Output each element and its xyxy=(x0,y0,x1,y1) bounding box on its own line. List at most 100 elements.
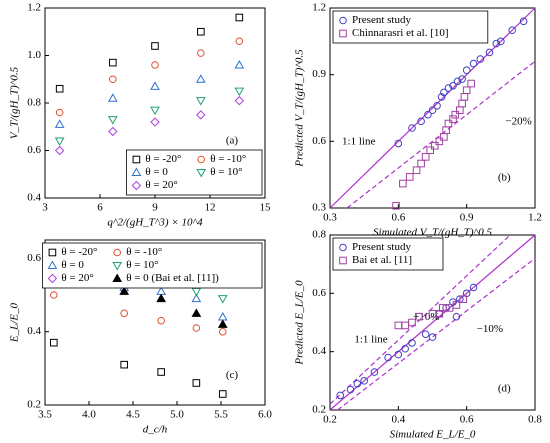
legend-label: θ = 20° xyxy=(145,179,177,191)
x-tick-label: 0.4 xyxy=(391,414,405,426)
marker xyxy=(150,81,160,90)
x-tick-label: 4.0 xyxy=(82,409,96,421)
marker xyxy=(458,99,466,108)
marker xyxy=(108,126,118,137)
marker xyxy=(444,84,453,92)
legend: θ = -20° θ = -10° θ = 0 θ = 10° θ = 20° xyxy=(126,149,263,196)
x-tick-label: 15 xyxy=(260,202,272,214)
legend-label: Present study xyxy=(352,241,411,253)
marker xyxy=(440,88,448,97)
marker xyxy=(197,49,205,57)
reference-line-label: −10% xyxy=(477,323,503,335)
marker xyxy=(336,391,345,400)
marker xyxy=(433,101,441,110)
y-tick-label: 0.8 xyxy=(27,97,41,109)
marker xyxy=(235,13,244,22)
legend-marker xyxy=(339,256,347,265)
y-tick-label: 0.2 xyxy=(312,404,326,416)
legend-marker xyxy=(339,243,347,252)
marker xyxy=(55,108,64,117)
marker xyxy=(437,93,446,101)
marker xyxy=(234,95,245,106)
marker xyxy=(120,309,128,318)
legend-label: θ = 0 xyxy=(145,166,168,178)
marker xyxy=(107,116,118,125)
marker xyxy=(453,77,462,86)
marker xyxy=(157,368,165,376)
x-tick-label: 0.9 xyxy=(460,212,474,224)
y-tick-label: 0.4 xyxy=(27,325,41,337)
marker xyxy=(197,27,205,36)
marker xyxy=(107,93,118,102)
marker xyxy=(218,327,227,336)
marker xyxy=(460,93,469,101)
legend-label: Present study xyxy=(352,14,411,26)
legend-box xyxy=(42,242,263,289)
x-tick-label: 6 xyxy=(97,202,103,214)
marker xyxy=(234,59,245,69)
marker xyxy=(394,139,403,148)
marker xyxy=(50,338,58,347)
marker xyxy=(217,311,228,321)
marker xyxy=(428,106,437,115)
legend-marker xyxy=(112,262,123,271)
marker xyxy=(417,117,425,126)
panel-label: (c) xyxy=(226,369,239,381)
marker xyxy=(415,312,423,321)
marker xyxy=(408,339,416,347)
marker xyxy=(421,330,430,338)
marker xyxy=(353,379,362,388)
legend-label: θ = 0 xyxy=(61,259,84,271)
legend-label: Chinnarasri et al. [10] xyxy=(352,27,449,39)
marker xyxy=(508,26,517,35)
marker xyxy=(440,133,448,141)
legend-label: θ = -10° xyxy=(126,246,162,258)
marker xyxy=(235,37,244,46)
x-tick-label: 6.0 xyxy=(258,409,272,421)
marker xyxy=(476,55,485,63)
legend-label: θ = 10° xyxy=(210,166,242,178)
x-tick-label: 5.0 xyxy=(170,409,184,421)
marker xyxy=(120,360,129,369)
x-tick-label: 4.5 xyxy=(126,409,140,421)
marker xyxy=(408,124,416,132)
legend-box xyxy=(332,10,489,44)
y-axis-label: Predicted V_T/(gH_T)^0.5 xyxy=(294,49,306,168)
marker xyxy=(428,333,437,341)
reference-line-label: 1:1 line xyxy=(354,334,387,346)
marker xyxy=(424,110,432,119)
legend-label: θ = 0 (Bai et al. [11]) xyxy=(126,272,219,284)
marker xyxy=(449,81,457,90)
marker xyxy=(191,293,202,303)
x-tick-label: 5.5 xyxy=(214,409,228,421)
plot-frame xyxy=(44,239,266,406)
marker xyxy=(394,321,403,330)
y-tick-label: 0.2 xyxy=(27,399,41,411)
reference-line-label: −20% xyxy=(505,116,531,128)
x-axis-label: Simulated E_L/E_0 xyxy=(390,429,476,441)
legend-label: θ = -10° xyxy=(210,153,246,165)
marker xyxy=(54,137,65,147)
x-tick-label: 0.6 xyxy=(460,414,474,426)
x-tick-label: 9 xyxy=(152,202,158,214)
y-tick-label: 0.4 xyxy=(312,345,326,357)
legend-marker xyxy=(47,273,58,284)
marker xyxy=(449,115,457,123)
legend-marker xyxy=(197,155,205,164)
marker xyxy=(192,324,201,332)
y-tick-label: 0.3 xyxy=(312,202,326,214)
marker xyxy=(426,146,435,155)
marker xyxy=(151,61,159,69)
marker xyxy=(444,119,453,128)
y-tick-label: 1.2 xyxy=(312,2,326,14)
marker xyxy=(109,75,117,84)
marker xyxy=(55,84,64,93)
marker xyxy=(157,316,165,325)
x-tick-label: 0.8 xyxy=(528,414,542,426)
marker xyxy=(462,86,471,95)
legend-marker xyxy=(113,248,121,257)
marker xyxy=(370,368,379,376)
y-tick-label: 0.6 xyxy=(312,135,326,147)
